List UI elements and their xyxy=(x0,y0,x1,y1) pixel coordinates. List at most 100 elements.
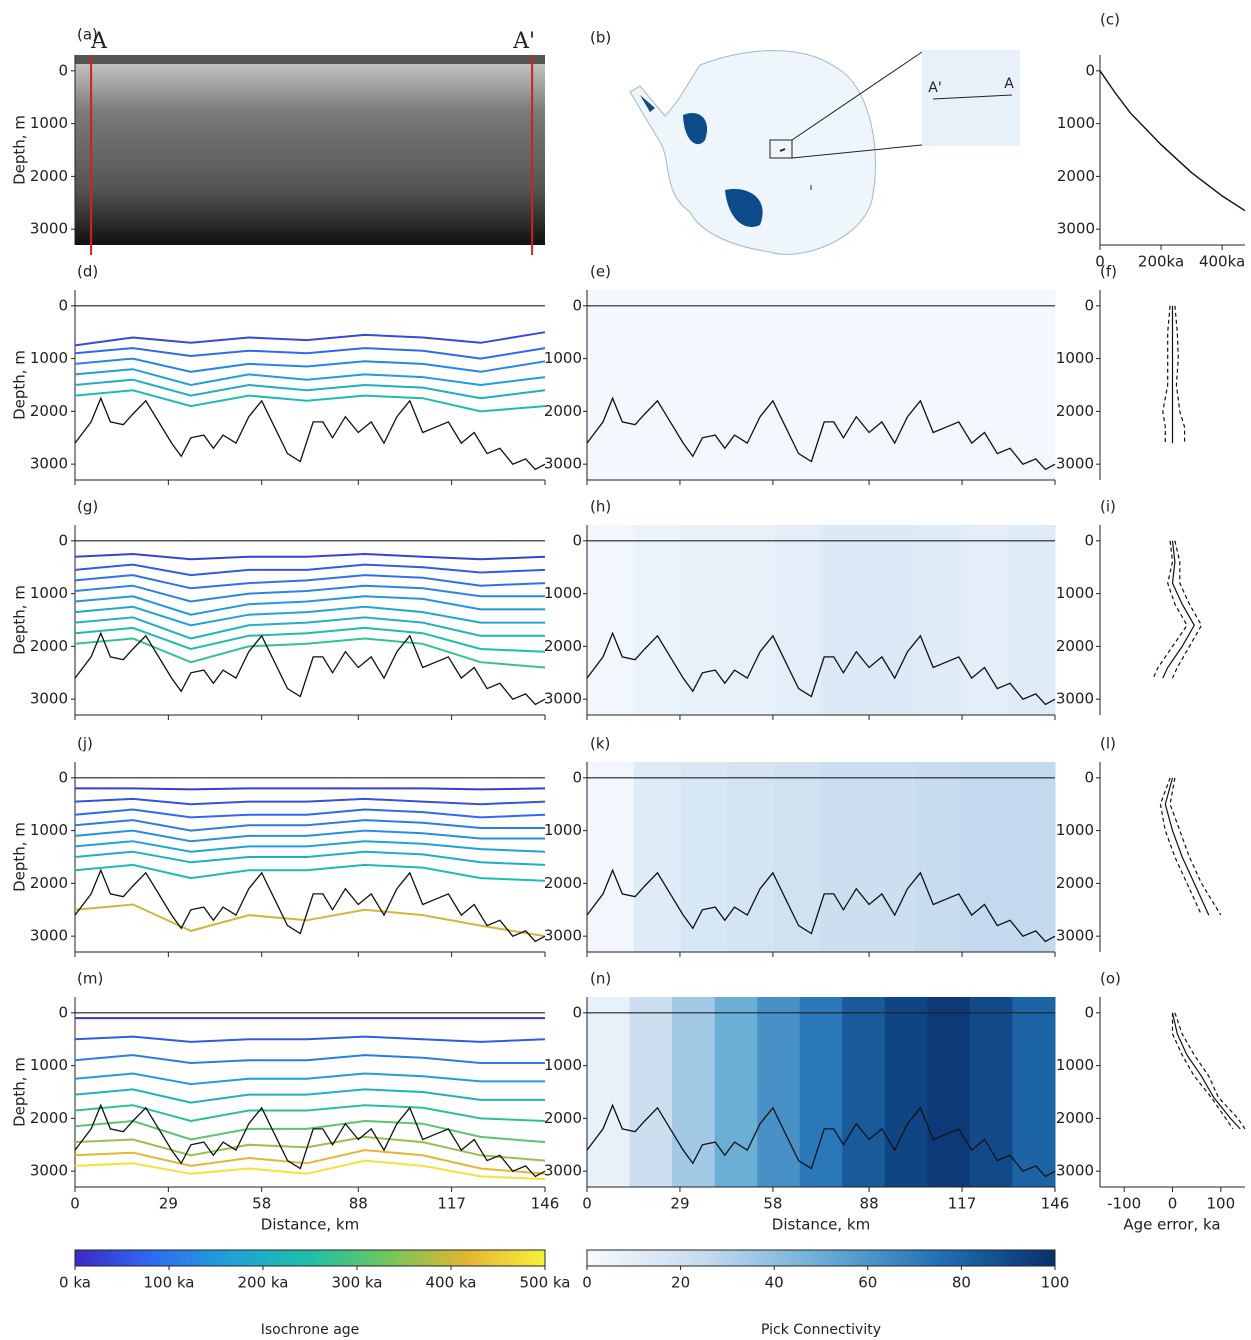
connectivity-cell xyxy=(714,997,758,1187)
connectivity-cell xyxy=(938,290,997,480)
bed-line xyxy=(586,631,1056,706)
isochrone xyxy=(74,1035,546,1043)
panel-label: (h) xyxy=(590,498,611,516)
y-tick-label: 1000 xyxy=(1056,349,1094,367)
y-axis-title: Depth, m xyxy=(11,822,29,892)
panel-label: (b) xyxy=(590,29,611,47)
ice-shelf xyxy=(683,112,708,145)
y-tick-label: 0 xyxy=(1084,531,1094,549)
x-tick-label: 29 xyxy=(670,1195,689,1213)
isochrone xyxy=(74,637,546,669)
continent xyxy=(629,50,876,255)
inset-connector xyxy=(791,144,923,159)
panel-label: (l) xyxy=(1100,735,1116,753)
panel-label: (c) xyxy=(1100,11,1120,29)
bed-line xyxy=(74,631,546,706)
panel-label: (g) xyxy=(77,498,98,516)
isochrone xyxy=(74,563,546,577)
isochrone xyxy=(74,574,546,590)
isochrone xyxy=(74,797,546,806)
isochrone xyxy=(74,1054,545,1065)
connectivity-cell xyxy=(774,525,822,715)
error-upper xyxy=(1171,540,1203,679)
y-tick-label: 2000 xyxy=(1056,402,1094,420)
panel-label: (a) xyxy=(77,26,98,44)
connectivity-cell xyxy=(867,525,916,715)
isochrone xyxy=(74,595,545,616)
radar-surface-band xyxy=(75,55,545,64)
y-tick-label: 0 xyxy=(572,296,582,314)
isochrone xyxy=(74,357,546,373)
isochrone xyxy=(74,1104,546,1123)
y-tick-label: 2000 xyxy=(544,1109,582,1127)
x-tick-label: 117 xyxy=(437,1195,466,1213)
error-mean xyxy=(1164,777,1210,916)
connectivity-cell xyxy=(927,997,971,1187)
connectivity-cell xyxy=(645,290,705,480)
connectivity-cell xyxy=(821,290,880,480)
connectivity-cell xyxy=(821,525,869,715)
y-tick-label: 2000 xyxy=(1056,1109,1094,1127)
bed-line xyxy=(74,868,546,943)
colorbar-tick-label: 100 xyxy=(1041,1274,1070,1292)
y-tick-label: 3000 xyxy=(30,1162,68,1180)
peninsula xyxy=(640,95,655,112)
y-tick-label: 3000 xyxy=(1056,690,1094,708)
y-tick-label: 0 xyxy=(58,61,68,79)
isochrone xyxy=(74,389,546,413)
connectivity-cell xyxy=(680,762,728,952)
x-axis-title: Distance, km xyxy=(772,1216,870,1234)
panel-label: (e) xyxy=(590,263,611,281)
y-axis-title: Depth, m xyxy=(11,1057,29,1127)
isochrone xyxy=(74,819,545,832)
bed-line xyxy=(586,868,1056,943)
y-tick-label: 0 xyxy=(1084,296,1094,314)
isochrone xyxy=(74,584,545,603)
connectivity-cell xyxy=(633,762,682,952)
connectivity-cell xyxy=(996,290,1056,480)
connectivity-cell xyxy=(914,525,962,715)
x-tick-label: 146 xyxy=(1041,1195,1070,1213)
connectivity-cell xyxy=(821,762,869,952)
y-tick-label: 0 xyxy=(58,531,68,549)
bed-line xyxy=(74,1103,546,1178)
x-tick-label: 0 xyxy=(1095,253,1105,271)
isochrone xyxy=(74,605,545,627)
colorbar-tick-label: 20 xyxy=(671,1274,690,1292)
colorbar xyxy=(586,1249,1056,1267)
y-tick-label: 1000 xyxy=(544,1056,582,1074)
isochrone xyxy=(74,552,546,561)
panel-label: (n) xyxy=(590,970,611,988)
y-tick-label: 1000 xyxy=(30,349,68,367)
connectivity-cell xyxy=(799,997,843,1187)
connectivity-cell xyxy=(757,997,801,1187)
connectivity-cell xyxy=(727,525,775,715)
y-tick-label: 3000 xyxy=(1056,1162,1094,1180)
connectivity-cell xyxy=(969,997,1013,1187)
colorbar-tick-label: 0 xyxy=(582,1274,592,1292)
connectivity-cell xyxy=(587,525,635,715)
y-tick-label: 3000 xyxy=(544,1162,582,1180)
y-tick-label: 2000 xyxy=(30,1109,68,1127)
y-tick-label: 0 xyxy=(58,296,68,314)
y-tick-label: 3000 xyxy=(30,927,68,945)
connectivity-cell xyxy=(774,762,822,952)
y-tick-label: 2000 xyxy=(1056,637,1094,655)
error-mean xyxy=(1171,1012,1241,1130)
y-tick-label: 3000 xyxy=(1057,220,1095,238)
y-tick-label: 3000 xyxy=(1056,455,1094,473)
error-upper xyxy=(1169,777,1222,916)
isochrone xyxy=(74,626,546,653)
colorbar-tick-label: 300 ka xyxy=(331,1274,382,1292)
connectivity-cell xyxy=(587,290,646,480)
y-tick-label: 1000 xyxy=(544,821,582,839)
error-lower xyxy=(1171,1012,1234,1130)
inset-box xyxy=(769,139,793,159)
colorbar-title: Isochrone age xyxy=(261,1322,360,1338)
colorbar-tick-label: 40 xyxy=(765,1274,784,1292)
isochrone xyxy=(75,787,546,791)
y-tick-label: 3000 xyxy=(544,690,582,708)
y-tick-label: 0 xyxy=(58,768,68,786)
connectivity-cell xyxy=(672,997,716,1187)
